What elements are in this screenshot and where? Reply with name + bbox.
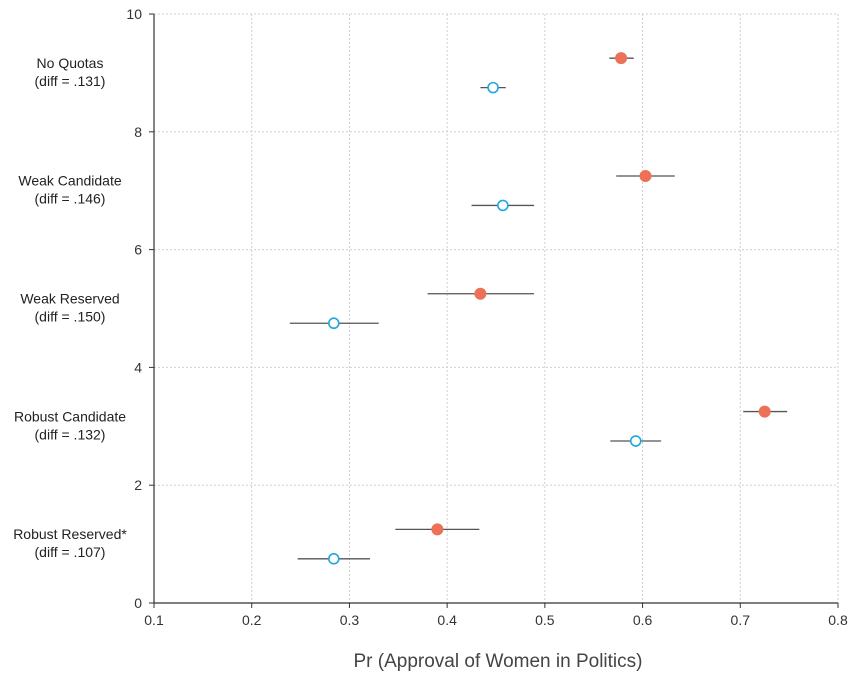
- axes: [153, 14, 838, 604]
- group-label-diff: (diff = .150): [35, 309, 106, 325]
- hollow-point: [327, 317, 340, 330]
- group-label-title: Robust Candidate: [14, 408, 126, 424]
- filled-point: [615, 52, 628, 65]
- data-points: [289, 52, 788, 565]
- y-tick-labels: 0 2 4 6 8 10: [126, 6, 154, 611]
- x-tick-label: 0.5: [535, 612, 555, 628]
- group-label-diff: (diff = .132): [35, 426, 106, 442]
- y-tick-label: 4: [134, 359, 142, 375]
- x-tick-label: 0.3: [340, 612, 360, 628]
- hollow-point: [327, 553, 340, 565]
- x-tick-label: 0.7: [731, 612, 751, 628]
- x-tick-labels: 0.1 0.2 0.3 0.4 0.5 0.6 0.7 0.8: [144, 603, 848, 628]
- grid-lines: [153, 13, 839, 604]
- y-tick-label: 0: [134, 595, 142, 611]
- group-label-title: Robust Reserved*: [13, 526, 127, 542]
- filled-point: [758, 405, 771, 418]
- filled-point: [639, 169, 652, 182]
- hollow-point: [629, 435, 642, 447]
- group-label-diff: (diff = .146): [35, 191, 106, 207]
- y-tick-label: 8: [134, 124, 142, 140]
- group-label-diff: (diff = .131): [35, 73, 106, 89]
- group-label-title: No Quotas: [37, 55, 104, 71]
- group-labels: No Quotas (diff = .131) Weak Candidate (dif…: [13, 55, 127, 560]
- filled-point: [474, 287, 487, 300]
- x-tick-label: 0.1: [144, 612, 164, 628]
- hollow-point: [487, 81, 499, 94]
- group-label-title: Weak Candidate: [18, 173, 121, 189]
- y-tick-label: 6: [134, 242, 142, 258]
- y-tick-label: 10: [126, 6, 142, 22]
- x-tick-label: 0.6: [633, 612, 653, 628]
- x-tick-label: 0.4: [437, 612, 457, 628]
- hollow-point: [497, 199, 509, 212]
- x-tick-label: 0.8: [828, 612, 848, 628]
- x-tick-label: 0.2: [242, 612, 262, 628]
- y-tick-label: 2: [134, 477, 142, 493]
- x-axis-label: Pr (Approval of Women in Politics): [354, 651, 643, 672]
- filled-point: [431, 523, 444, 536]
- group-label-title: Weak Reserved: [20, 291, 119, 307]
- group-label-diff: (diff = .107): [35, 544, 106, 560]
